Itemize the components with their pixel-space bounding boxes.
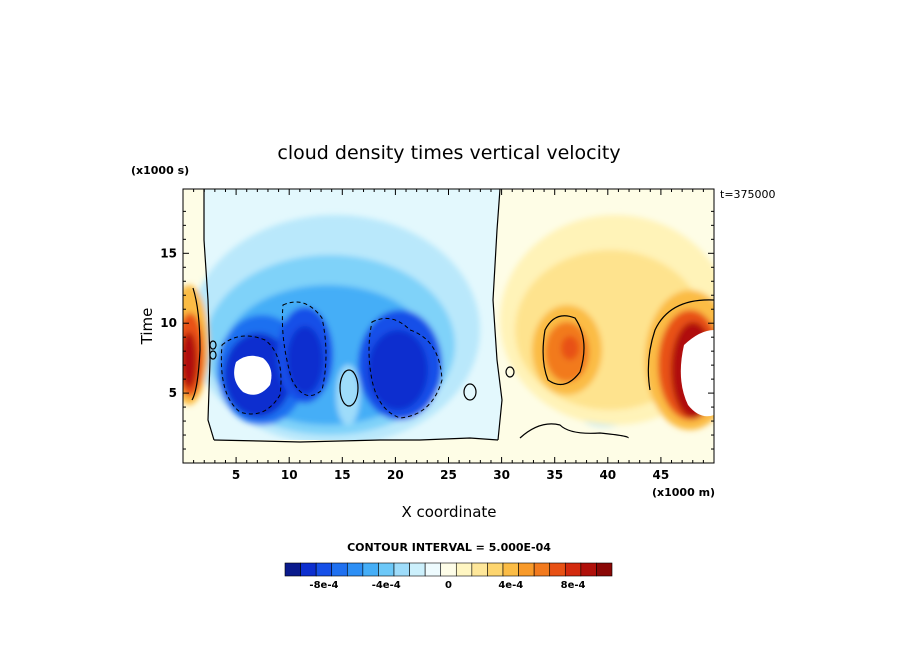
x-tick-label: 30: [493, 468, 510, 482]
chart-title: cloud density times vertical velocity: [277, 142, 620, 164]
contour-interval-label: CONTOUR INTERVAL = 5.000E-04: [347, 541, 551, 554]
neg-contour-2: [281, 301, 327, 397]
colorbar-swatch: [564, 562, 582, 577]
zero-contour-right: [492, 189, 503, 441]
colorbar-swatch: [378, 562, 395, 577]
colorbar-swatch: [549, 562, 566, 577]
x-tick-label: 35: [546, 468, 563, 482]
y-unit-label: (x1000 s): [131, 164, 189, 177]
x-tick-label: 20: [387, 468, 404, 482]
neg-contour-3: [368, 317, 443, 419]
colorbar-swatch: [424, 562, 442, 577]
cell-contour-4: [209, 340, 217, 350]
colorbar-swatch: [487, 562, 504, 577]
x-ticks: 5 10 15 20 25 30 35 40 45: [193, 189, 704, 482]
x-axis-label: X coordinate: [401, 503, 496, 521]
time-stamp: t=375000: [720, 188, 776, 201]
colorbar-swatch: [346, 562, 364, 577]
y-ticks: 5 10 15: [160, 210, 714, 450]
colorbar-swatch: [284, 562, 301, 577]
neg-contour-1: [220, 335, 282, 415]
cell-contour-5: [209, 350, 217, 360]
y-tick-label: 5: [169, 386, 177, 400]
colorbar-swatch: [315, 562, 333, 577]
colorbar-swatch: [455, 562, 473, 577]
cell-contour-1: [339, 369, 359, 407]
colorbar-swatch: [331, 562, 348, 577]
colorbar-label: -4e-4: [372, 580, 401, 591]
up3-c: [183, 332, 197, 388]
cell-contour-3: [505, 366, 515, 378]
colorbar-label: 4e-4: [498, 580, 523, 591]
contour-field: [183, 189, 714, 463]
cell-contour-2: [463, 383, 477, 401]
x-tick-label: 25: [440, 468, 457, 482]
down2-b: [287, 326, 323, 394]
colorbar-swatch: [300, 562, 317, 577]
down3-b: [368, 330, 428, 410]
y-axis-label: Time: [138, 308, 156, 346]
x-tick-label: 15: [334, 468, 351, 482]
colorbar-swatch: [409, 562, 426, 577]
pos-contour-2: [647, 299, 714, 391]
colorbar-swatch: [471, 562, 488, 577]
colorbar-label: 0: [445, 580, 452, 591]
colorbar-swatch: [596, 562, 613, 577]
colorbar-swatch: [518, 562, 535, 577]
pos-contour-3: [191, 287, 201, 401]
colorbar-swatch: [533, 562, 551, 577]
colorbar-swatch: [502, 562, 519, 577]
colorbar: -8e-4 -4e-4 0 4e-4 8e-4: [284, 562, 613, 591]
zero-contour-bottom: [213, 437, 499, 443]
colorbar-swatch: [440, 562, 457, 577]
colorbar-label: 8e-4: [561, 580, 586, 591]
colorbar-swatch: [362, 562, 379, 577]
x-tick-label: 45: [653, 468, 670, 482]
x-tick-label: 40: [599, 468, 616, 482]
bottom-contour: [519, 423, 629, 439]
x-tick-label: 5: [232, 468, 240, 482]
zero-contour-left: [203, 189, 215, 441]
up1-c: [561, 336, 579, 360]
colorbar-swatch: [580, 562, 597, 577]
hole-left: [234, 355, 272, 395]
pos-contour-1: [542, 315, 585, 386]
x-unit-label: (x1000 m): [652, 486, 715, 499]
hole-right: [680, 330, 714, 417]
bottom-strip: [183, 440, 714, 463]
gap-light: [336, 365, 360, 425]
y-tick-label: 10: [160, 316, 177, 330]
y-tick-label: 15: [160, 246, 177, 260]
colorbar-label: -8e-4: [309, 580, 338, 591]
x-tick-label: 10: [281, 468, 298, 482]
colorbar-swatch: [393, 562, 410, 577]
